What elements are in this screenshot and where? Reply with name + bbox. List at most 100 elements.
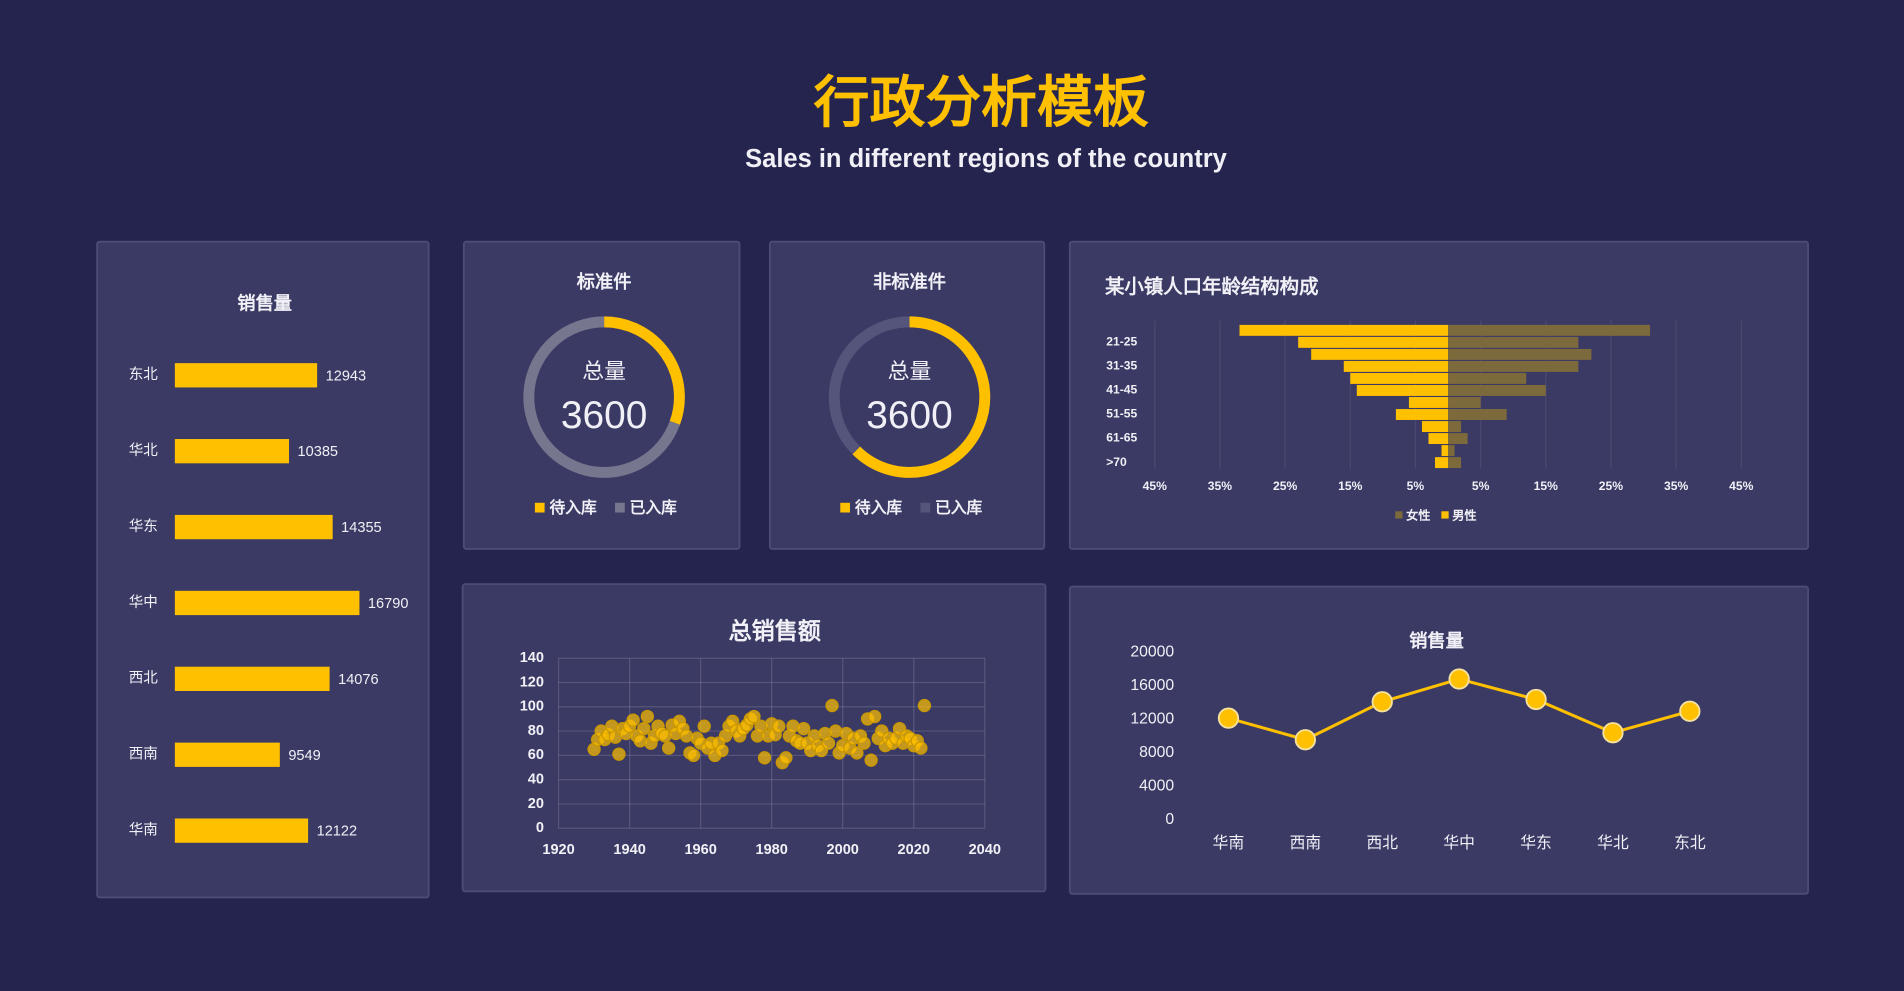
x-tick-label: 45% <box>1729 479 1753 493</box>
bar <box>1448 372 1527 384</box>
bar <box>1441 445 1449 457</box>
x-tick-label: 25% <box>1273 479 1297 493</box>
scatter-point <box>864 753 878 767</box>
x-tick-label: 1980 <box>755 842 787 858</box>
bar <box>1408 397 1449 408</box>
donut-segment <box>603 316 685 425</box>
x-tick-label: 1920 <box>542 842 574 858</box>
category-label: 华东 <box>129 518 158 535</box>
chart-title: 销售量 <box>1409 630 1464 651</box>
bar <box>1350 372 1449 384</box>
category-label: 61-65 <box>1106 431 1137 445</box>
chart-title: 销售量 <box>237 293 292 314</box>
y-tick-label: 12000 <box>1130 710 1174 727</box>
y-tick-label: 4000 <box>1139 777 1174 794</box>
legend-swatch <box>615 502 625 513</box>
category-label: 华中 <box>129 594 158 611</box>
donut-segment <box>523 316 680 478</box>
line-marker <box>1448 668 1470 690</box>
category-label: >70 <box>1106 455 1127 469</box>
scatter-point <box>640 709 655 724</box>
scatter-point <box>612 747 626 761</box>
bar <box>1298 336 1449 348</box>
y-tick-label: 16000 <box>1130 677 1174 694</box>
bar <box>1448 421 1462 432</box>
bar <box>1356 385 1449 396</box>
x-tick-label: 25% <box>1599 479 1623 493</box>
legend-label: 男性 <box>1452 507 1476 522</box>
bar <box>1448 348 1592 360</box>
category-label: 华南 <box>129 821 158 838</box>
scatter-point <box>637 721 651 736</box>
scatter-point <box>747 709 761 724</box>
x-tick-label: 华北 <box>1597 834 1629 852</box>
y-tick-label: 120 <box>520 674 544 690</box>
value-label: 16790 <box>368 596 408 612</box>
panel <box>1068 585 1809 895</box>
legend-label: 待入库 <box>855 498 903 517</box>
category-label: 31-35 <box>1106 359 1137 373</box>
center-total: 3600 <box>561 394 647 437</box>
value-label: 14076 <box>338 672 379 688</box>
value-label: 9549 <box>288 748 320 764</box>
y-tick-label: 100 <box>520 699 544 715</box>
line-marker <box>1294 729 1316 751</box>
category-label: 51-55 <box>1106 407 1137 421</box>
bar <box>174 514 333 540</box>
donut-segment <box>828 316 910 455</box>
chart-title: 非标准件 <box>873 271 946 292</box>
scatter-point <box>857 736 871 750</box>
page-subtitle: Sales in different regions of the countr… <box>745 145 1228 173</box>
category-label: 华北 <box>129 442 159 459</box>
x-tick-label: 华中 <box>1443 834 1475 852</box>
x-tick-label: 5% <box>1472 479 1490 493</box>
x-tick-label: 45% <box>1143 479 1167 493</box>
bar <box>1448 409 1507 420</box>
y-tick-label: 40 <box>528 771 544 787</box>
bar <box>1448 324 1651 336</box>
panel <box>462 240 741 550</box>
legend-swatch <box>1395 511 1403 519</box>
legend-swatch <box>1441 511 1449 519</box>
bar <box>174 742 280 767</box>
scatter-point <box>661 741 676 755</box>
x-tick-label: 15% <box>1534 479 1558 493</box>
y-tick-label: 60 <box>528 747 544 763</box>
center-label: 总量 <box>582 359 626 384</box>
x-tick-label: 2040 <box>969 842 1001 858</box>
category-label: 41-45 <box>1106 383 1137 397</box>
line-marker <box>1525 688 1547 711</box>
y-tick-label: 20 <box>528 796 544 812</box>
line-marker <box>1679 700 1701 722</box>
scatter-point <box>779 751 793 765</box>
bar <box>1435 457 1449 469</box>
panel <box>768 240 1046 550</box>
x-tick-label: 2000 <box>827 842 859 858</box>
line-marker <box>1602 722 1624 744</box>
chart-title: 标准件 <box>576 271 632 292</box>
bar <box>1448 433 1468 445</box>
scatter-point <box>914 741 928 755</box>
legend-swatch <box>840 502 850 513</box>
bar <box>1448 336 1579 348</box>
value-label: 12943 <box>326 368 366 384</box>
category-label: 东北 <box>129 366 159 383</box>
bar <box>1448 360 1579 372</box>
value-label: 14355 <box>341 520 382 536</box>
y-tick-label: 0 <box>536 820 544 836</box>
bar <box>1421 421 1449 432</box>
bar <box>1239 324 1449 336</box>
y-tick-label: 80 <box>528 723 544 739</box>
category-label: 21-25 <box>1106 335 1137 349</box>
line-marker <box>1217 707 1240 729</box>
bar <box>1448 397 1481 408</box>
scatter-point <box>686 748 701 763</box>
x-tick-label: 东北 <box>1674 834 1706 852</box>
legend-swatch <box>920 502 931 513</box>
bar <box>1448 445 1455 457</box>
chart-title: 某小镇人口年龄结构构成 <box>1105 275 1318 298</box>
scatter-point <box>868 709 882 724</box>
scatter-point <box>917 698 932 713</box>
scatter-point <box>821 736 836 750</box>
